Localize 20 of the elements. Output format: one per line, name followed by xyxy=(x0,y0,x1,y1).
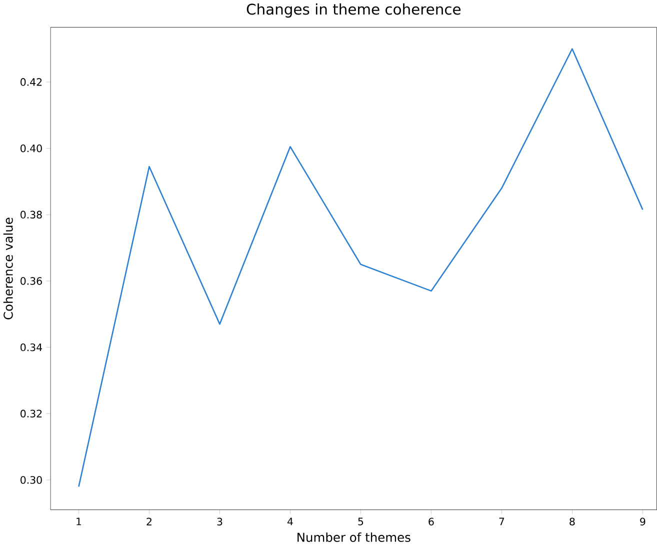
x-tick-label: 5 xyxy=(358,518,364,526)
x-tick-label: 3 xyxy=(217,518,222,526)
y-tick-label: 0.36 xyxy=(20,276,42,285)
y-tick-label: 0.42 xyxy=(20,78,42,86)
y-tick-label: 0.30 xyxy=(20,476,42,484)
x-axis-title: Number of themes xyxy=(298,532,410,542)
y-axis-title: Coherence value xyxy=(3,218,13,320)
x-tick-label: 7 xyxy=(499,518,504,526)
x-tick-label: 6 xyxy=(428,518,434,526)
x-tick-label: 4 xyxy=(287,518,293,526)
x-tick-label: 9 xyxy=(640,518,646,526)
y-tick-label: 0.40 xyxy=(20,144,42,152)
y-tick-label: 0.34 xyxy=(20,343,42,352)
x-tick-label: 2 xyxy=(146,518,152,526)
y-tick-label: 0.32 xyxy=(20,410,42,418)
chart-title: Changes in theme coherence xyxy=(246,3,461,18)
line-series xyxy=(78,48,644,488)
y-tick-label: 0.38 xyxy=(20,210,42,218)
x-tick-label: 8 xyxy=(570,518,575,526)
x-tick-label: 1 xyxy=(76,518,82,526)
